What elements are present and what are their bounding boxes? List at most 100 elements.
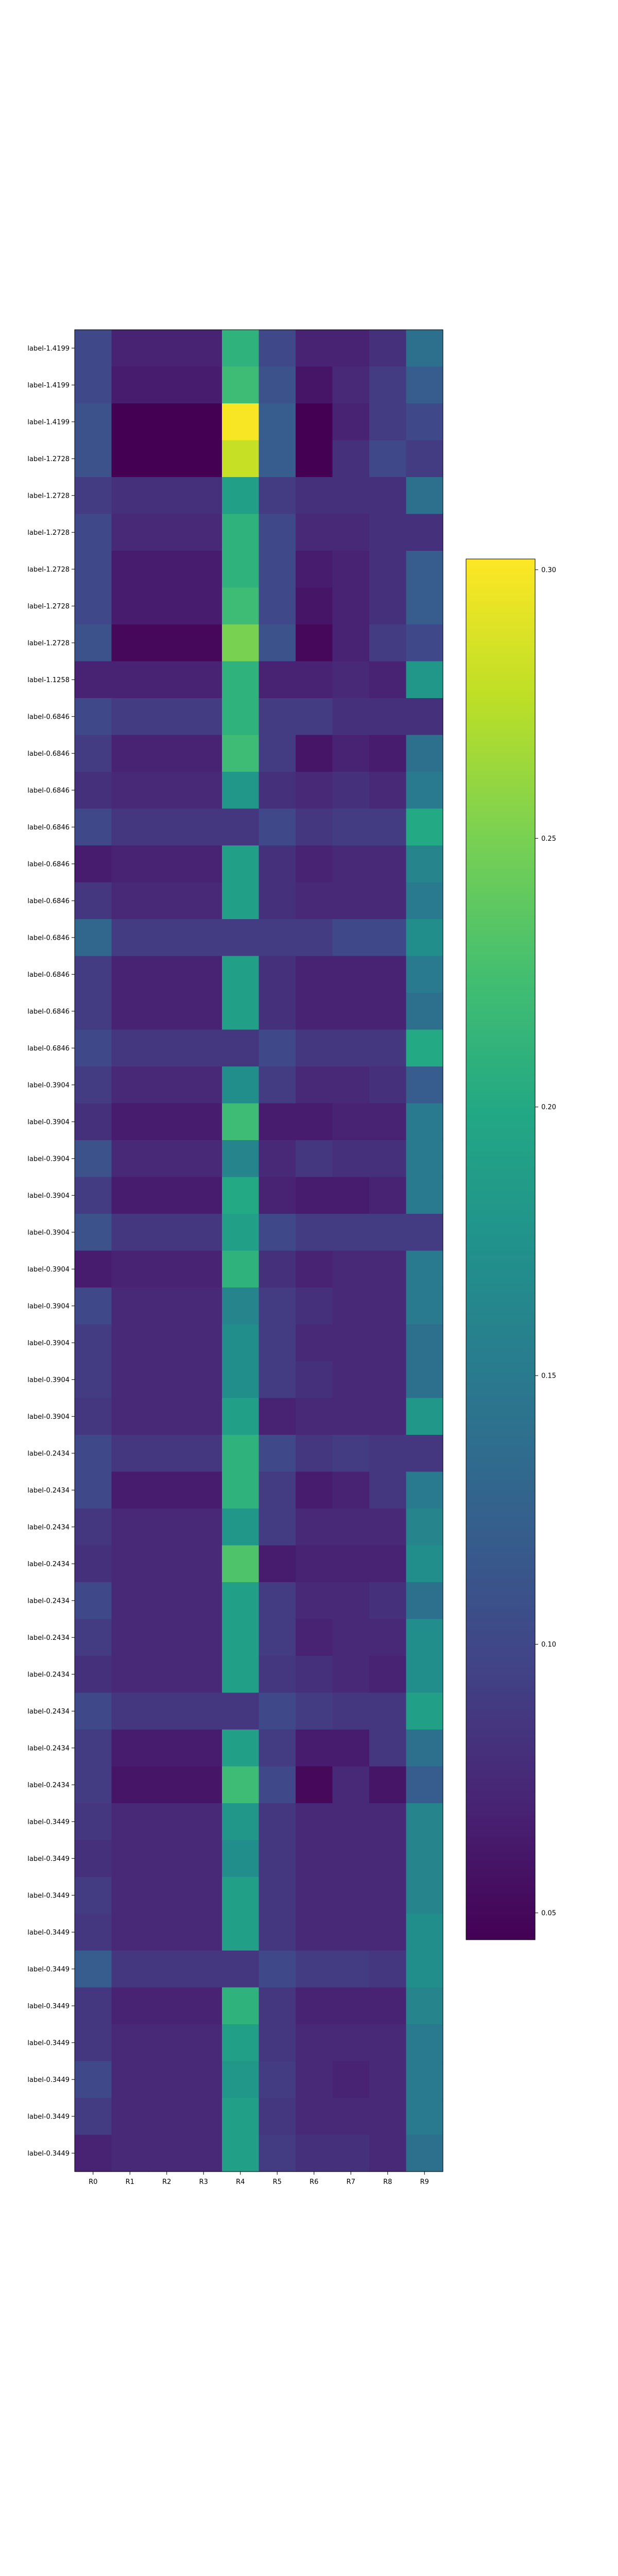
heatmap-cell [332, 2024, 370, 2062]
heatmap-cell [369, 1250, 407, 1288]
y-tick-label: label-0.3449 [27, 2113, 70, 2121]
heatmap-cell [259, 882, 296, 920]
y-tick-label: label-0.3904 [27, 1118, 70, 1126]
heatmap-cell [111, 1619, 149, 1656]
heatmap-cell [75, 1692, 112, 1730]
heatmap-cell [111, 330, 149, 367]
heatmap-cell [148, 1066, 186, 1104]
heatmap-cell [75, 1177, 112, 1214]
heatmap-cell [406, 1766, 443, 1804]
heatmap-cell [222, 1545, 260, 1583]
heatmap-cell [332, 1545, 370, 1583]
heatmap-cell [296, 2134, 333, 2172]
heatmap-cell [296, 2098, 333, 2136]
heatmap-cell [369, 1509, 407, 1546]
heatmap-cell [369, 1656, 407, 1693]
heatmap-cell [406, 1656, 443, 1693]
heatmap-cell [369, 993, 407, 1030]
heatmap-cell [148, 2134, 186, 2172]
heatmap-cell [75, 993, 112, 1030]
y-tick-label: label-0.3904 [27, 1229, 70, 1236]
heatmap-cell [259, 366, 296, 404]
heatmap-cell [259, 1545, 296, 1583]
heatmap-cell [185, 808, 222, 846]
heatmap-cell [222, 808, 260, 846]
heatmap-cell [111, 661, 149, 699]
heatmap-cell [75, 661, 112, 699]
heatmap-cell [296, 1361, 333, 1399]
heatmap-cell [75, 1582, 112, 1620]
heatmap-cell [75, 919, 112, 957]
heatmap-cell [185, 1951, 222, 1988]
y-tick-label: label-0.6846 [27, 713, 70, 721]
heatmap-cell [75, 1766, 112, 1804]
heatmap-cell [332, 2134, 370, 2172]
heatmap-cell [222, 1913, 260, 1951]
heatmap-cell [111, 1029, 149, 1067]
heatmap-cell [369, 1287, 407, 1325]
heatmap-cell [222, 845, 260, 883]
heatmap-cell [406, 1730, 443, 1767]
heatmap-cell [222, 1509, 260, 1546]
heatmap-cell [369, 919, 407, 957]
y-tick-label: label-0.6846 [27, 1045, 70, 1053]
heatmap-cell [148, 1987, 186, 2025]
heatmap-cell [148, 1029, 186, 1067]
heatmap-cell [75, 624, 112, 662]
heatmap-cell [185, 1103, 222, 1141]
heatmap-cell [222, 2098, 260, 2136]
heatmap-cell [185, 1582, 222, 1620]
heatmap-cell [259, 1877, 296, 1914]
heatmap-cell [406, 1877, 443, 1914]
heatmap-cell [111, 1877, 149, 1914]
heatmap-cell [369, 1029, 407, 1067]
heatmap-cell [369, 1692, 407, 1730]
heatmap-cell [185, 1913, 222, 1951]
heatmap-cell [406, 366, 443, 404]
heatmap-cell [148, 1435, 186, 1472]
y-tick-label: label-0.3449 [27, 1965, 70, 1973]
heatmap-cell [111, 440, 149, 478]
heatmap-cell [75, 587, 112, 625]
heatmap-cell [296, 551, 333, 588]
heatmap-cell [296, 1435, 333, 1472]
heatmap-cell [111, 403, 149, 441]
heatmap-cell [111, 956, 149, 993]
heatmap-cell [111, 2098, 149, 2136]
heatmap-cell [406, 1509, 443, 1546]
heatmap-cell [332, 1803, 370, 1841]
colorbar: 0.05 0.10 0.15 0.20 0.25 0.30 [466, 558, 556, 1940]
heatmap-cell [332, 772, 370, 809]
heatmap-cell [185, 1066, 222, 1104]
x-tick-label: R0 [89, 2178, 97, 2186]
heatmap-cell [369, 1324, 407, 1362]
heatmap-cell [111, 1471, 149, 1509]
heatmap-cell [406, 1287, 443, 1325]
x-tick-label: R8 [383, 2178, 392, 2186]
heatmap-cell [185, 1840, 222, 1877]
heatmap-cell [296, 1029, 333, 1067]
heatmap-cell [259, 2024, 296, 2062]
heatmap-cell [406, 919, 443, 957]
heatmap-cell [296, 1545, 333, 1583]
heatmap-cell [259, 1361, 296, 1399]
y-tick-label: label-0.2434 [27, 1782, 70, 1789]
x-tick-label: R1 [126, 2178, 134, 2186]
heatmap-cell [332, 477, 370, 515]
y-tick-label: label-0.6846 [27, 1008, 70, 1015]
y-tick-label: label-0.2434 [27, 1744, 70, 1752]
heatmap-cell [222, 366, 260, 404]
heatmap-cell [406, 661, 443, 699]
heatmap-cell [296, 772, 333, 809]
heatmap-cell [75, 403, 112, 441]
heatmap-cell [111, 587, 149, 625]
heatmap-cell [406, 1398, 443, 1435]
heatmap-cell [332, 1877, 370, 1914]
heatmap-cell [222, 1103, 260, 1141]
heatmap-cell [332, 514, 370, 551]
heatmap-cell [185, 1214, 222, 1251]
colorbar-tick-label: 0.30 [541, 566, 556, 574]
heatmap-cell [75, 514, 112, 551]
heatmap-cell [148, 1840, 186, 1877]
heatmap-cell [296, 587, 333, 625]
